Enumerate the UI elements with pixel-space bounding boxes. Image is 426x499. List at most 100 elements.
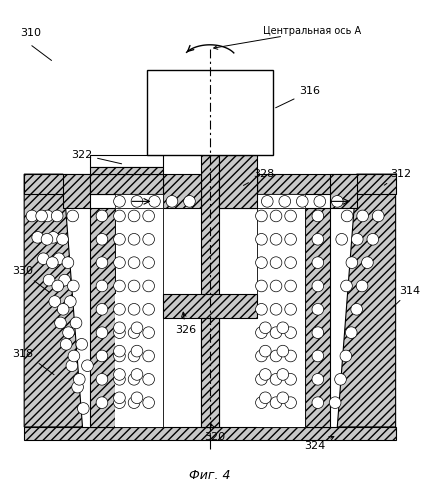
Polygon shape	[63, 174, 90, 208]
Circle shape	[259, 322, 271, 334]
Circle shape	[312, 280, 324, 292]
Polygon shape	[90, 167, 163, 174]
Circle shape	[128, 234, 140, 245]
Circle shape	[256, 327, 267, 338]
Circle shape	[346, 257, 358, 268]
Polygon shape	[24, 174, 163, 194]
Text: 330: 330	[12, 266, 34, 276]
Circle shape	[143, 280, 155, 292]
Polygon shape	[90, 155, 163, 167]
Circle shape	[259, 345, 271, 357]
Text: 328: 328	[243, 169, 275, 186]
Circle shape	[114, 350, 125, 362]
Polygon shape	[256, 174, 396, 194]
Circle shape	[270, 373, 282, 385]
Circle shape	[58, 303, 69, 315]
Text: 316: 316	[276, 86, 320, 108]
Text: Центральная ось А: Центральная ось А	[214, 26, 362, 49]
Circle shape	[131, 369, 143, 380]
Circle shape	[270, 234, 282, 245]
Circle shape	[336, 234, 348, 245]
Circle shape	[82, 360, 93, 372]
Circle shape	[270, 280, 282, 292]
Circle shape	[128, 373, 140, 385]
Circle shape	[277, 369, 289, 380]
Circle shape	[312, 397, 324, 409]
Circle shape	[256, 257, 267, 268]
Polygon shape	[256, 194, 305, 208]
Polygon shape	[219, 174, 256, 208]
Circle shape	[351, 234, 363, 245]
Circle shape	[96, 303, 108, 315]
Circle shape	[329, 397, 341, 409]
Circle shape	[128, 350, 140, 362]
Circle shape	[312, 373, 324, 385]
Polygon shape	[24, 174, 83, 427]
Circle shape	[73, 373, 85, 385]
Text: 312: 312	[384, 169, 411, 185]
Circle shape	[331, 196, 343, 207]
Text: 324: 324	[304, 437, 334, 451]
Circle shape	[131, 392, 143, 404]
Circle shape	[49, 296, 60, 307]
Circle shape	[362, 257, 373, 268]
Circle shape	[143, 397, 155, 409]
Circle shape	[114, 280, 125, 292]
Circle shape	[367, 234, 379, 245]
Circle shape	[312, 210, 324, 222]
Circle shape	[57, 234, 69, 245]
Circle shape	[60, 338, 72, 350]
Polygon shape	[329, 174, 357, 208]
Polygon shape	[90, 174, 163, 194]
Circle shape	[114, 234, 125, 245]
Circle shape	[262, 196, 273, 207]
Circle shape	[279, 196, 291, 207]
Circle shape	[55, 317, 66, 329]
Text: 320: 320	[204, 424, 225, 442]
Circle shape	[114, 369, 125, 380]
Circle shape	[312, 327, 324, 338]
Circle shape	[285, 350, 296, 362]
Polygon shape	[256, 208, 305, 427]
Polygon shape	[219, 155, 256, 208]
Circle shape	[312, 234, 324, 245]
Circle shape	[68, 350, 80, 362]
Circle shape	[46, 257, 58, 268]
Circle shape	[312, 257, 324, 268]
Circle shape	[149, 196, 160, 207]
Circle shape	[66, 360, 78, 372]
Circle shape	[256, 280, 267, 292]
Circle shape	[114, 373, 125, 385]
Circle shape	[270, 257, 282, 268]
Circle shape	[345, 327, 357, 338]
Circle shape	[312, 350, 324, 362]
Circle shape	[357, 210, 368, 222]
Circle shape	[114, 392, 125, 404]
Circle shape	[41, 234, 53, 245]
Polygon shape	[305, 208, 329, 427]
Circle shape	[184, 196, 195, 207]
Circle shape	[62, 257, 74, 268]
Circle shape	[296, 196, 308, 207]
Circle shape	[128, 280, 140, 292]
Circle shape	[256, 373, 267, 385]
Polygon shape	[24, 427, 396, 440]
Circle shape	[351, 303, 363, 315]
Circle shape	[335, 373, 346, 385]
Circle shape	[285, 397, 296, 409]
Circle shape	[128, 327, 140, 338]
Circle shape	[63, 327, 75, 338]
Circle shape	[143, 327, 155, 338]
Circle shape	[285, 373, 296, 385]
Circle shape	[277, 392, 289, 404]
Circle shape	[72, 381, 83, 393]
Circle shape	[256, 350, 267, 362]
Circle shape	[96, 234, 108, 245]
Polygon shape	[115, 208, 163, 427]
Text: 314: 314	[394, 286, 420, 306]
Circle shape	[312, 303, 324, 315]
Circle shape	[128, 303, 140, 315]
Circle shape	[67, 280, 79, 292]
Circle shape	[96, 210, 108, 222]
Circle shape	[114, 303, 125, 315]
